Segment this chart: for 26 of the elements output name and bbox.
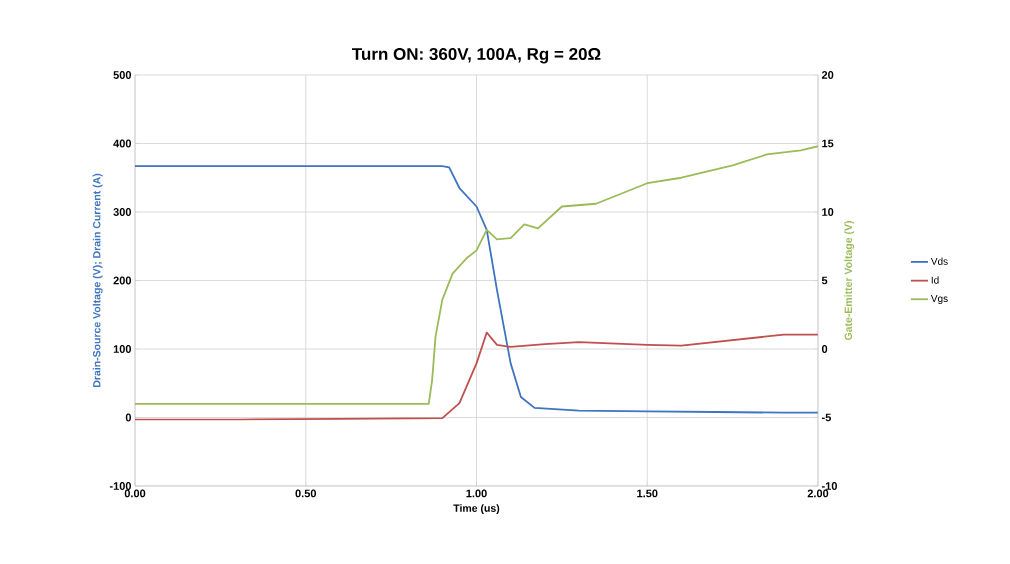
chart-title: Turn ON: 360V, 100A, Rg = 20Ω xyxy=(352,47,601,64)
y-tick-label: 0 xyxy=(125,413,132,422)
y-tick-label: 300 xyxy=(113,208,132,216)
legend-label: Vgs xyxy=(930,295,948,304)
legend-label: Id xyxy=(931,276,939,284)
y-tick-label: 500 xyxy=(113,71,132,79)
y2-tick-label: -10 xyxy=(821,482,837,490)
legend-label: Vds xyxy=(930,257,948,265)
x-tick-label: 2.00 xyxy=(807,489,829,498)
y2-tick-label: 0 xyxy=(821,345,828,353)
x-tick-label: 1.50 xyxy=(637,489,658,498)
y-axis-title: Drain-Source Voltage (V); Drain Current (A) xyxy=(92,173,103,388)
y2-tick-label: -5 xyxy=(821,413,831,422)
y2-tick-label: 20 xyxy=(821,71,834,79)
x-tick-label: 0.50 xyxy=(295,489,316,498)
x-tick-label: 1.00 xyxy=(466,489,487,498)
y-tick-label: -100 xyxy=(109,482,132,490)
y2-axis-title: Gate-Emitter Voltage (V) xyxy=(844,221,855,341)
y2-tick-label: 10 xyxy=(822,208,834,216)
y-tick-label: 400 xyxy=(113,139,132,148)
x-tick-label: 0.00 xyxy=(124,489,146,498)
y2-tick-label: 15 xyxy=(822,139,834,148)
y-tick-label: 200 xyxy=(113,276,132,285)
y2-tick-label: 5 xyxy=(821,276,828,285)
x-axis-title: Time (us) xyxy=(453,504,500,514)
y-tick-label: 100 xyxy=(113,345,132,353)
